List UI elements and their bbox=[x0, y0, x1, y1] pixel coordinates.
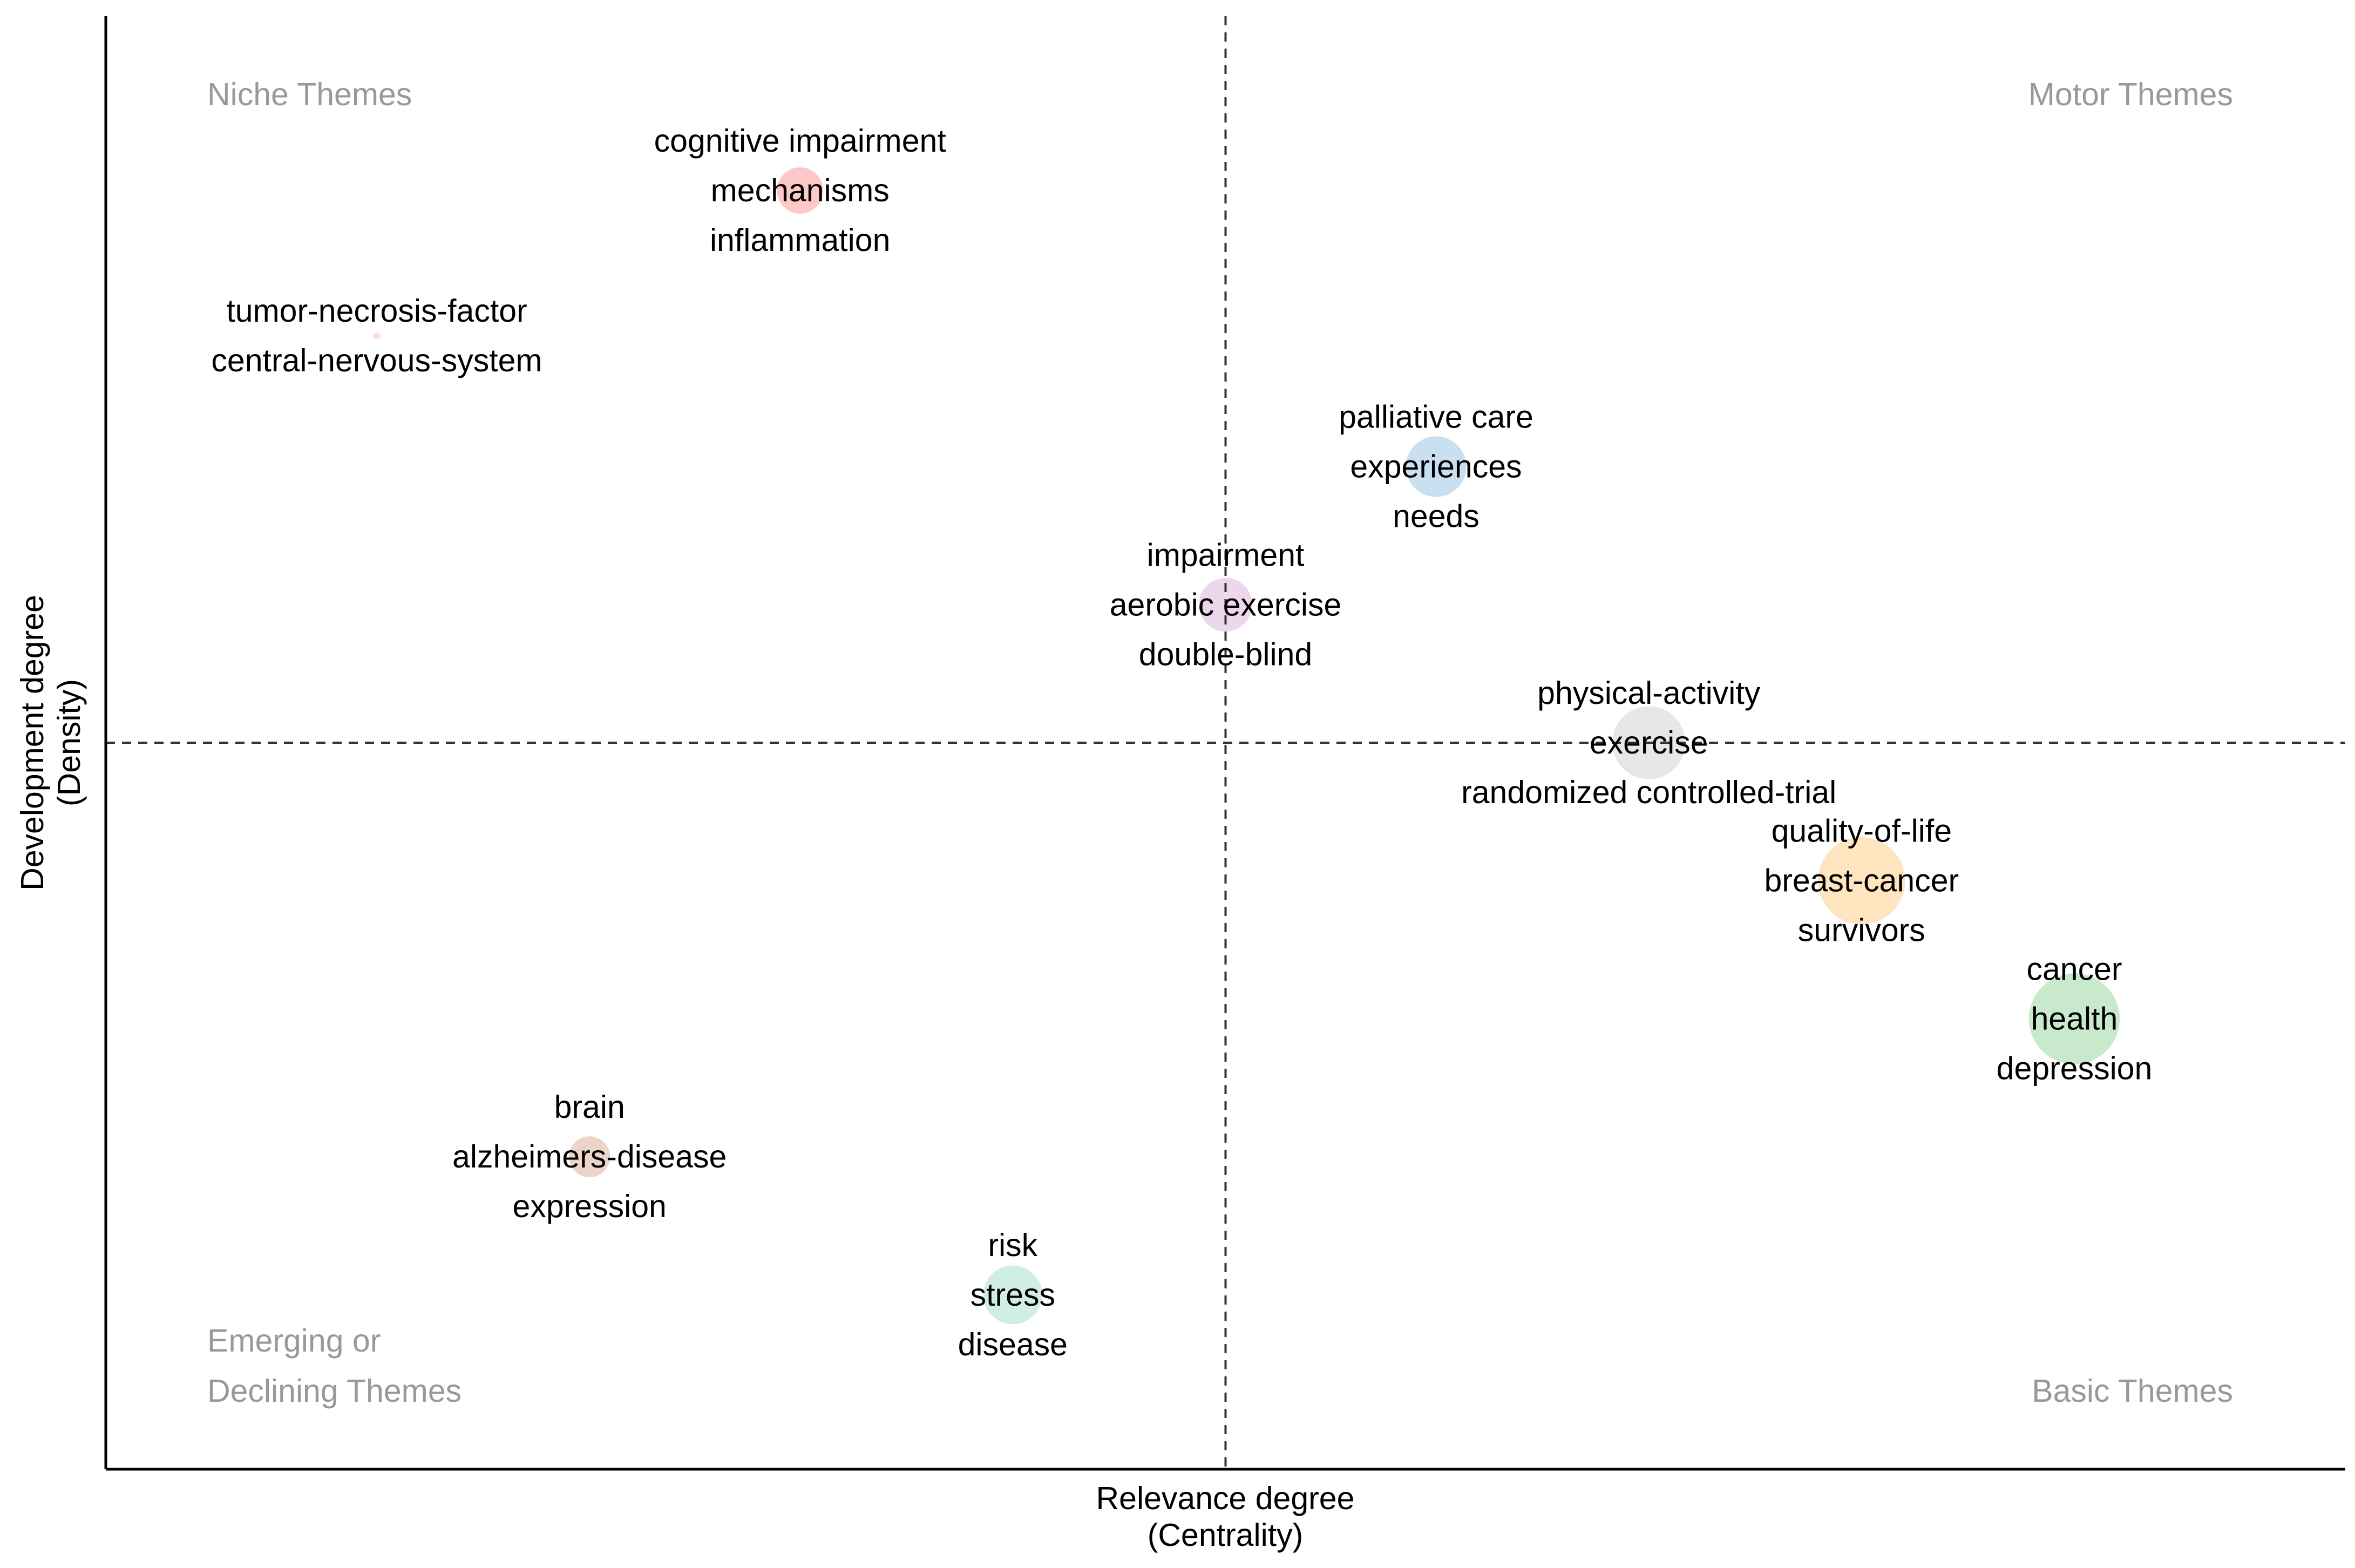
cluster-bubble-cancer bbox=[2028, 973, 2120, 1064]
cluster-label-palliative-care-0: palliative care bbox=[1339, 399, 1533, 435]
quadrant-label-emerging-line2: Declining Themes bbox=[207, 1373, 462, 1409]
cluster-label-cancer-0: cancer bbox=[2026, 951, 2122, 987]
cluster-label-cognitive-impairment-0: cognitive impairment bbox=[654, 123, 946, 159]
cluster-label-impairment-2: double-blind bbox=[1139, 636, 1312, 672]
cluster-bubble-cognitive-impairment bbox=[777, 167, 824, 214]
quadrant-label-emerging-line1: Emerging or bbox=[207, 1323, 381, 1359]
cluster-label-risk-2: disease bbox=[958, 1327, 1068, 1362]
cluster-bubble-brain bbox=[569, 1136, 610, 1178]
reference-lines bbox=[106, 16, 2345, 1469]
axes bbox=[104, 16, 2345, 1471]
cluster-label-risk-0: risk bbox=[988, 1227, 1037, 1263]
cluster-label-cancer-2: depression bbox=[1997, 1050, 2153, 1086]
axis-titles: Relevance degree (Centrality) Developmen… bbox=[15, 595, 1354, 1553]
cluster-label-quality-of-life-2: survivors bbox=[1798, 913, 1925, 948]
cluster-label-tumor-necrosis-factor-0: tumor-necrosis-factor bbox=[226, 293, 527, 329]
quadrant-label-basic: Basic Themes bbox=[2032, 1373, 2233, 1409]
cluster-label-cognitive-impairment-2: inflammation bbox=[710, 222, 890, 258]
cluster-label-palliative-care-2: needs bbox=[1393, 499, 1479, 534]
cluster-label-cognitive-impairment-1: mechanisms bbox=[711, 173, 890, 208]
cluster-label-cancer-1: health bbox=[2031, 1001, 2118, 1036]
y-axis-title: Development degree bbox=[15, 595, 50, 891]
cluster-label-quality-of-life-1: breast-cancer bbox=[1764, 863, 1959, 899]
cluster-label-palliative-care-1: experiences bbox=[1350, 449, 1522, 485]
x-axis-title: Relevance degree bbox=[1096, 1481, 1355, 1516]
cluster-label-brain-2: expression bbox=[513, 1189, 667, 1224]
cluster-bubble-risk bbox=[983, 1265, 1042, 1325]
quadrant-label-motor: Motor Themes bbox=[2028, 77, 2233, 112]
cluster-label-physical-activity-2: randomized controlled-trial bbox=[1461, 775, 1836, 810]
cluster-label-physical-activity-1: exercise bbox=[1590, 725, 1708, 761]
quadrant-labels: Niche Themes Motor Themes Emerging or De… bbox=[207, 77, 2233, 1409]
cluster-label-quality-of-life-0: quality-of-life bbox=[1772, 813, 1952, 849]
cluster-label-brain-0: brain bbox=[554, 1089, 625, 1125]
cluster-bubble-palliative-care bbox=[1406, 436, 1467, 497]
cluster-bubble-tumor-necrosis-factor bbox=[373, 332, 381, 340]
cluster-bubble-quality-of-life bbox=[1818, 837, 1905, 925]
cluster-label-impairment-0: impairment bbox=[1147, 537, 1305, 573]
cluster-label-tumor-necrosis-factor-1: central-nervous-system bbox=[211, 343, 542, 378]
x-axis-subtitle: (Centrality) bbox=[1148, 1517, 1304, 1553]
cluster-label-impairment-1: aerobic exercise bbox=[1110, 587, 1342, 622]
quadrant-label-niche: Niche Themes bbox=[207, 77, 412, 112]
cluster-label-risk-1: stress bbox=[970, 1277, 1055, 1313]
cluster-label-physical-activity-0: physical-activity bbox=[1537, 675, 1761, 711]
y-axis-subtitle: (Density) bbox=[51, 679, 87, 806]
cluster-labels: cognitive impairment mechanisms inflammati… bbox=[211, 123, 2152, 1362]
cluster-label-brain-1: alzheimers-disease bbox=[452, 1139, 727, 1175]
